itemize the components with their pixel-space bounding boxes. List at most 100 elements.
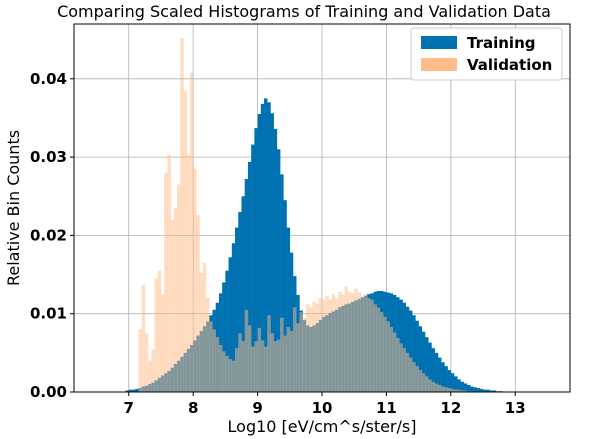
bar-validation [376, 307, 381, 392]
bar-validation [199, 272, 204, 392]
bar-validation [251, 346, 255, 392]
bar-training [131, 389, 136, 392]
bar-validation [360, 296, 365, 392]
bar-validation [363, 294, 368, 392]
bar-training [260, 103, 265, 392]
bar-validation [328, 299, 332, 392]
bar-validation [412, 362, 416, 392]
bar-validation [196, 215, 200, 392]
bar-training [222, 282, 226, 392]
x-tick-label: 10 [312, 399, 333, 417]
bar-validation [457, 389, 461, 392]
bar-validation [170, 219, 175, 392]
validation-series [138, 38, 474, 392]
bar-training [244, 179, 249, 392]
bar-validation [350, 293, 355, 392]
bar-validation [260, 340, 265, 392]
bar-training [128, 389, 133, 392]
bar-training [289, 252, 294, 392]
bar-validation [154, 278, 158, 392]
bar-training [231, 243, 236, 392]
x-tick-label: 12 [440, 399, 461, 417]
x-tick-label: 8 [188, 399, 198, 417]
bar-validation [257, 327, 262, 392]
bar-validation [160, 294, 165, 392]
bar-training [247, 161, 252, 392]
chart-title: Comparing Scaled Histograms of Training … [57, 2, 551, 21]
bar-validation [148, 360, 152, 392]
x-tick-label: 13 [505, 399, 526, 417]
bar-validation [186, 154, 191, 392]
bar-validation [396, 337, 400, 392]
y-axis-ticks: 0.00 0.01 0.02 0.03 0.04 [30, 70, 74, 401]
bar-training [421, 331, 426, 392]
bar-validation [386, 321, 390, 392]
bar-validation [302, 317, 307, 392]
bar-training [283, 200, 287, 392]
bar-validation [334, 298, 339, 392]
bar-training [273, 128, 278, 393]
bar-training [412, 315, 416, 392]
bar-validation [212, 329, 216, 392]
bar-validation [141, 284, 146, 392]
bar-validation [441, 386, 445, 392]
bar-validation [405, 352, 410, 392]
bar-training [473, 387, 477, 392]
legend-label-training: Training [467, 34, 535, 52]
bar-validation [312, 301, 316, 392]
legend-swatch-training [421, 36, 457, 49]
bar-training [270, 113, 274, 392]
bar-validation [402, 348, 406, 392]
bar-training [276, 149, 281, 392]
legend-swatch-validation [421, 58, 457, 71]
bar-validation [341, 294, 345, 392]
bar-validation [276, 339, 281, 392]
bar-training [441, 362, 445, 392]
bar-training [437, 357, 442, 392]
y-tick-label: 0.02 [30, 226, 67, 244]
x-tick-label: 11 [376, 399, 397, 417]
bar-training [460, 381, 464, 392]
bar-validation [180, 38, 184, 392]
bar-validation [177, 184, 181, 392]
bar-validation [264, 346, 268, 392]
bar-validation [183, 90, 187, 392]
bar-training [257, 114, 262, 393]
bar-training [418, 326, 423, 392]
bar-training [486, 389, 490, 392]
bar-validation [289, 330, 294, 392]
bar-validation [344, 286, 349, 392]
bar-training [286, 227, 291, 392]
bar-validation [209, 321, 213, 392]
bar-training [454, 376, 458, 392]
bar-training [444, 366, 448, 392]
bar-training [405, 306, 410, 392]
bar-validation [434, 383, 439, 392]
bar-validation [267, 315, 271, 392]
bar-validation [157, 270, 162, 392]
bar-validation [225, 355, 229, 392]
bar-validation [215, 337, 220, 392]
bar-validation [450, 388, 455, 392]
bar-training [280, 174, 284, 392]
bar-training [218, 293, 223, 392]
bar-training [241, 196, 245, 392]
bar-training [235, 227, 239, 392]
bar-training [415, 320, 419, 392]
bar-validation [392, 332, 397, 392]
x-tick-label: 9 [252, 399, 262, 417]
bar-validation [280, 317, 284, 392]
bar-validation [144, 333, 149, 392]
bar-validation [189, 72, 194, 392]
bar-training [476, 388, 481, 392]
bar-training [225, 270, 229, 392]
bar-validation [463, 390, 468, 392]
bar-validation [408, 357, 413, 392]
bar-validation [283, 335, 287, 392]
bar-training [402, 302, 406, 392]
bar-validation [222, 351, 226, 392]
legend-label-validation: Validation [467, 56, 552, 74]
bar-validation [202, 262, 207, 392]
bar-training [483, 389, 487, 392]
